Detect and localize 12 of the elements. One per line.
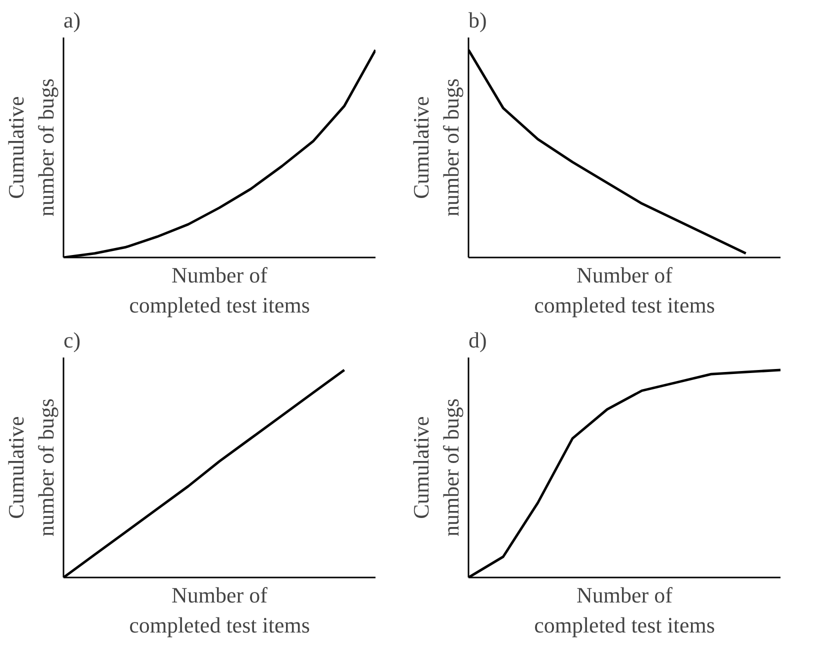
x-axis-title: Number of completed test items	[534, 262, 715, 318]
x-axis-title: Number of completed test items	[129, 262, 310, 318]
chart-title: c)	[64, 328, 81, 352]
x-axis-title: Number of completed test items	[129, 582, 310, 638]
chart-title: b)	[468, 8, 487, 32]
y-axis-title: Cumulative number of bugs	[4, 398, 58, 537]
x-axis-title: Number of completed test items	[534, 582, 715, 638]
chart-title: d)	[468, 328, 487, 352]
y-axis-title: Cumulative number of bugs	[408, 398, 464, 537]
y-axis-title: Cumulative number of bugs	[4, 78, 58, 217]
y-axis-title: Cumulative number of bugs	[408, 78, 464, 217]
chart-title: a)	[64, 8, 81, 32]
